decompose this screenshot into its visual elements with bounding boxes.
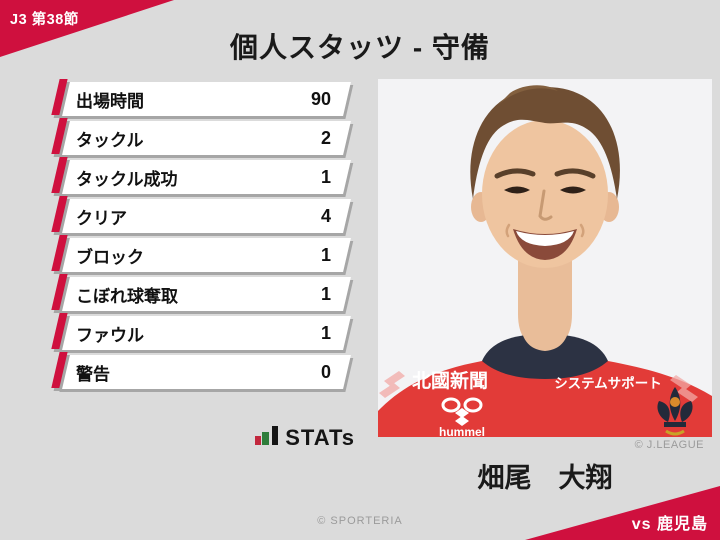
player-photo: 北國新聞 システムサポート hummel — [378, 79, 712, 437]
stat-label: クリア — [76, 208, 127, 228]
stat-row-tackles: タックル 2 — [57, 121, 351, 155]
hummel-logo-icon — [441, 397, 483, 426]
stat-row-blocks: ブロック 1 — [57, 238, 351, 272]
jersey-sponsor-left: 北國新聞 — [412, 369, 488, 392]
page-title: 個人スタッツ - 守備 — [230, 32, 490, 63]
hair — [470, 87, 620, 199]
stat-value: 1 — [320, 166, 331, 187]
stat-value: 1 — [320, 244, 331, 265]
stat-label: こぼれ球奪取 — [76, 286, 178, 306]
stat-row-fouls: ファウル 1 — [57, 316, 351, 350]
stats-list: 出場時間 90 タックル 2 タックル成功 1 クリア 4 ブロック — [57, 82, 351, 394]
stat-value: 1 — [320, 283, 331, 304]
stat-label: 出場時間 — [76, 91, 144, 111]
stat-label: ファウル — [76, 325, 144, 345]
player-name: 畑尾 大翔 — [477, 463, 613, 493]
photo-credit: © J.LEAGUE — [634, 439, 704, 451]
stat-value: 4 — [320, 205, 331, 226]
stat-label: タックル成功 — [76, 169, 178, 189]
league-round-label: J3 第38節 — [10, 12, 79, 28]
jersey-collar — [482, 334, 608, 379]
stat-row-clearances: クリア 4 — [57, 199, 351, 233]
stat-label: 警告 — [76, 364, 110, 384]
bar-chart-icon — [255, 426, 279, 445]
club-crest-icon — [657, 387, 693, 436]
stat-row-tackles-won: タックル成功 1 — [57, 160, 351, 194]
jersey-brand-label: hummel — [439, 425, 485, 437]
stat-value: 0 — [320, 361, 331, 382]
stat-value: 90 — [310, 88, 331, 109]
stat-label: ブロック — [76, 247, 144, 267]
sporteria-credit: © SPORTERIA — [317, 515, 403, 527]
stat-label: タックル — [76, 130, 144, 150]
stat-row-yellow-cards: 警告 0 — [57, 355, 351, 389]
stat-value: 2 — [320, 127, 331, 148]
stat-row-loose-ball-recoveries: こぼれ球奪取 1 — [57, 277, 351, 311]
stat-row-playing-time: 出場時間 90 — [57, 82, 351, 116]
jersey-sponsor-right: システムサポート — [554, 375, 662, 391]
stats-brand-label: STATs — [285, 425, 355, 450]
stats-brand-logo: STATs — [61, 422, 355, 449]
opponent-label: vs 鹿児島 — [631, 516, 708, 533]
stat-value: 1 — [320, 322, 331, 343]
